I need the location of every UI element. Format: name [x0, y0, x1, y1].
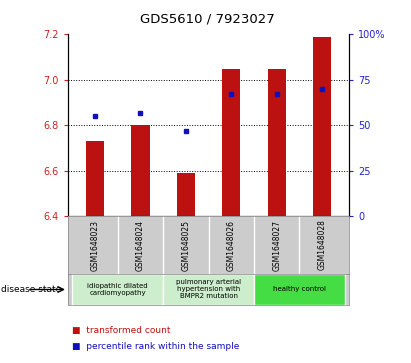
Text: healthy control: healthy control	[273, 286, 326, 293]
Text: GSM1648027: GSM1648027	[272, 220, 281, 270]
Text: GSM1648023: GSM1648023	[90, 220, 99, 270]
Text: GSM1648026: GSM1648026	[227, 220, 236, 270]
Text: GSM1648024: GSM1648024	[136, 220, 145, 270]
Bar	[268, 69, 286, 216]
Bar	[132, 125, 150, 216]
Text: GSM1648025: GSM1648025	[181, 220, 190, 270]
Bar	[177, 173, 195, 216]
Bar	[254, 274, 345, 305]
Bar	[163, 274, 254, 305]
Bar	[222, 69, 240, 216]
Bar	[313, 37, 331, 216]
Text: disease state: disease state	[1, 285, 62, 294]
Text: GDS5610 / 7923027: GDS5610 / 7923027	[140, 13, 275, 26]
Bar	[72, 274, 163, 305]
Text: GSM1648028: GSM1648028	[318, 220, 327, 270]
Text: ■  transformed count: ■ transformed count	[72, 326, 171, 335]
Text: ■  percentile rank within the sample: ■ percentile rank within the sample	[72, 342, 239, 351]
Bar	[86, 141, 104, 216]
Text: idiopathic dilated
cardiomyopathy: idiopathic dilated cardiomyopathy	[88, 283, 148, 296]
Text: pulmonary arterial
hypertension with
BMPR2 mutation: pulmonary arterial hypertension with BMP…	[176, 280, 241, 299]
